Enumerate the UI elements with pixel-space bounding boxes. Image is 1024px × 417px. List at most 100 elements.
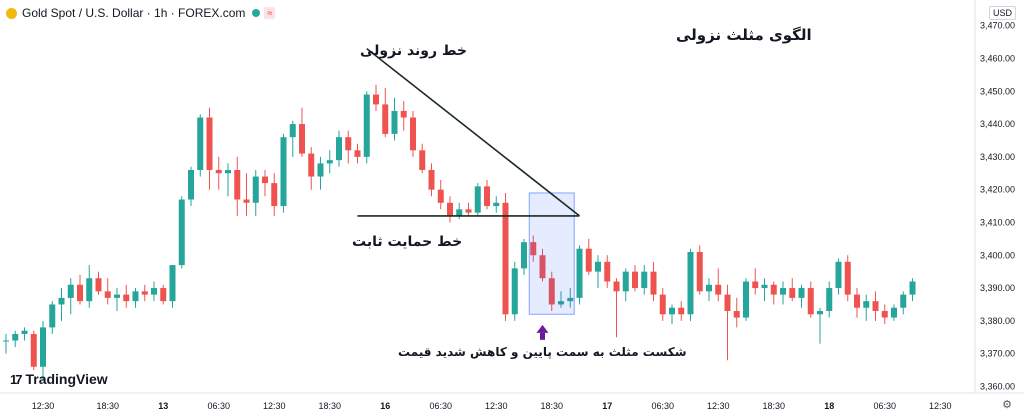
candle [21, 327, 28, 341]
candle [447, 196, 453, 223]
candle-body [715, 284, 722, 295]
candle [252, 169, 259, 216]
up-arrow-shaft [540, 332, 545, 340]
candle-body [308, 153, 315, 177]
candle [715, 268, 722, 302]
candle-body [465, 209, 472, 213]
candle [206, 107, 213, 190]
candle-body [530, 242, 537, 256]
gold-coin-icon [6, 7, 17, 19]
x-tick-label: 18:30 [96, 401, 119, 411]
candle-body [21, 330, 28, 334]
candle [521, 238, 527, 275]
breakout-caption: شکست مثلث به سمت پایین و کاهش شدید قیمت [398, 345, 687, 359]
candle-body [178, 199, 185, 266]
candle-body [696, 251, 703, 292]
candle-body [761, 284, 768, 289]
symbol-header[interactable]: Gold Spot / U.S. Dollar · 1h · FOREX.com… [6, 5, 276, 21]
candle-body [604, 261, 611, 282]
candle [558, 291, 564, 308]
candle [114, 288, 120, 312]
candle [437, 179, 444, 210]
candle-body [77, 284, 83, 302]
candle [761, 278, 768, 302]
candle [95, 271, 102, 295]
candle [30, 330, 37, 371]
candle [465, 202, 472, 216]
y-tick-label: 3,470.00 [980, 21, 1015, 31]
candle [215, 156, 222, 190]
currency-label[interactable]: USD [988, 6, 1016, 20]
candle-body [521, 242, 527, 269]
candle-body [160, 288, 167, 302]
candle [817, 307, 823, 344]
candle-body [12, 333, 19, 341]
candle-body [132, 291, 139, 302]
x-tick-label: 12:30 [929, 401, 952, 411]
candle-body [493, 202, 500, 207]
y-tick-label: 3,370.00 [980, 349, 1015, 359]
candle [363, 91, 370, 164]
candle-body [909, 281, 916, 295]
candle [58, 288, 65, 321]
candle [678, 301, 685, 321]
candle-body [363, 94, 370, 157]
candle-body [484, 186, 490, 207]
candle-body [197, 117, 204, 170]
candle [67, 278, 74, 315]
x-tick-label: 12:30 [707, 401, 730, 411]
data-badge[interactable]: ≈ [264, 7, 276, 19]
time-axis[interactable]: 12:30 18:30 13 06:30 12:30 18:30 16 06:30 12:30 1… [0, 392, 1024, 411]
x-tick-label: 06:30 [873, 401, 896, 411]
candle [696, 245, 703, 295]
candle-body [252, 176, 259, 203]
x-tick-label: 18 [824, 401, 834, 411]
candle-body [410, 117, 416, 151]
candles-layer [3, 84, 916, 380]
candle [807, 281, 814, 318]
x-tick-label: 12:30 [263, 401, 286, 411]
candle [410, 110, 416, 157]
candle [225, 163, 231, 197]
candle [641, 265, 648, 295]
price-axis[interactable]: 3,360.00 3,370.00 3,380.00 3,390.00 3,400.00… [974, 0, 1015, 393]
descending-trendline [366, 48, 580, 217]
candle-body [151, 288, 157, 295]
candle [502, 192, 509, 321]
candle-body [345, 137, 352, 151]
candle-body [706, 284, 712, 292]
candle-body [382, 104, 389, 134]
x-tick-label: 18:30 [540, 401, 563, 411]
y-tick-label: 3,430.00 [980, 152, 1015, 162]
candle [872, 291, 879, 321]
candle-body [271, 183, 278, 207]
candle [854, 288, 860, 318]
candle [132, 288, 139, 308]
y-tick-label: 3,420.00 [980, 185, 1015, 195]
candle-body [58, 297, 65, 305]
candle [271, 173, 278, 216]
candle-body [67, 284, 74, 298]
candle [650, 261, 657, 302]
candle-body [225, 169, 231, 174]
candle [3, 333, 9, 354]
gear-icon[interactable]: ⚙ [1002, 398, 1012, 411]
candle-body [854, 294, 860, 308]
candle [724, 284, 731, 361]
candle [188, 166, 194, 207]
candle-body [844, 261, 851, 295]
candle [243, 173, 250, 216]
candle [585, 238, 592, 275]
candle [511, 261, 518, 321]
y-tick-label: 3,460.00 [980, 53, 1015, 63]
candle [49, 301, 56, 334]
candle-body [447, 202, 453, 216]
y-tick-label: 3,450.00 [980, 86, 1015, 96]
candle [419, 143, 426, 174]
x-tick-label: 18:30 [318, 401, 341, 411]
tradingview-logo[interactable]: 17 TradingView [10, 371, 108, 387]
y-tick-label: 3,360.00 [980, 381, 1015, 391]
candle [197, 114, 204, 177]
candle [493, 196, 500, 213]
